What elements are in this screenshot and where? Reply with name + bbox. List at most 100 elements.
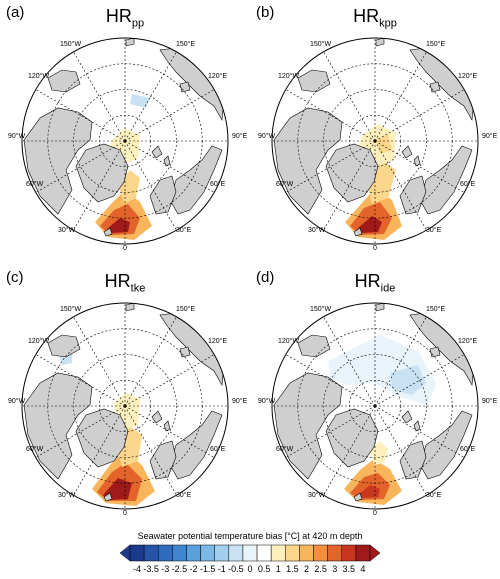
colorbar-tick-label: -4 [133,564,142,574]
land-mass [103,492,113,502]
longitude-label: 0 [123,510,127,517]
colorbar-swatch [270,544,286,562]
longitude-label: 120°W [28,72,49,80]
longitude-label: 120°E [208,72,227,80]
colorbar-tick-label: 2 [303,564,309,574]
longitude-label: 120°E [458,337,477,345]
meridian-line [374,89,465,142]
map-boundary [21,37,229,245]
longitude-label: 60°W [26,445,44,453]
land-mass [413,155,421,167]
panel-title-sub: kpp [379,17,397,30]
land-mass [401,145,413,159]
meridian-line [124,140,177,231]
longitude-label: 0 [373,510,377,517]
colorbar-swatch [313,544,328,562]
meridian-line [285,405,376,458]
land-mass [429,346,441,358]
panel-title-sub: ide [380,282,396,295]
bias-region [358,216,382,233]
map-boundary [271,302,479,510]
panel-d: 150°W 150°E 120°W 120°E 90°W 90°E 60°W 60°E 30°W… [250,265,500,530]
land-mass [47,69,81,93]
meridian-line [124,140,215,193]
map-content [22,38,228,244]
panel-title: HRide [250,271,500,295]
land-mass [401,410,413,424]
meridian-line [374,140,465,193]
longitude-label: 120°W [278,337,299,345]
meridian-line [124,354,215,407]
map-boundary [271,37,479,245]
panel-title-main: HR [354,271,381,291]
meridian-line [35,140,126,193]
panel-label: (c) [6,269,24,286]
longitude-label: 150°W [60,40,81,48]
polar-map: 150°W 150°E 120°W 120°E 90°W 90°E 60°W 60°E 30°W… [258,302,498,517]
meridian-line [323,405,376,496]
land-mass [413,420,421,432]
longitude-label: 150°W [310,40,331,48]
bias-region [108,218,130,233]
meridian-line [323,140,376,231]
longitude-label: 150°E [426,305,445,313]
meridian-line [124,89,215,142]
longitude-label: 60°W [26,180,44,188]
panel-title-sub: pp [131,17,145,30]
land-mass [163,420,171,432]
land-mass [429,81,441,93]
longitude-label: 30°W [58,491,76,499]
colorbar-tick-label: -0.5 [228,564,244,574]
longitude-label: 120°W [278,72,299,80]
longitude-label: 0 [123,245,127,252]
colorbar-tick-label: 1.5 [286,564,299,574]
colorbar-title: Seawater potential temperature bias [°C]… [137,531,363,541]
longitude-label: 30°W [58,226,76,234]
land-mass [23,372,93,480]
longitude-label: 90°E [232,397,248,405]
colorbar-tick-label: 0 [247,564,253,574]
polar-map: 150°W 150°E 120°W 120°E 90°W 90°E 60°W 60°E 30°W… [8,302,248,517]
longitude-label: 30°W [308,226,326,234]
colorbar-swatch [285,544,300,562]
longitude-label: 120°E [208,337,227,345]
bias-region [370,441,388,465]
polar-map: 150°W 150°E 120°W 120°E 90°W 90°E 60°W 60°E 30°W… [8,37,248,252]
bias-region [376,134,392,154]
land-mass [273,372,343,480]
colorbar-swatch [157,544,173,562]
panel-title: HRpp [0,6,250,30]
colorbar-swatch [186,544,201,562]
latitude-circle [73,354,177,458]
colorbar-tick-label: -2 [189,564,198,574]
panel-c: 150°W 150°E 120°W 120°E 90°W 90°E 60°W 60°E 30°W… [0,265,250,530]
meridian-line [73,51,126,142]
colorbar-swatch [242,544,258,562]
meridian-line [35,405,126,458]
meridian-line [73,140,126,231]
colorbar-max-arrow [369,544,381,562]
latitude-circle [323,354,427,458]
longitude-label: 150°E [176,40,195,48]
meridian-line [285,140,376,193]
map-content [22,303,228,509]
panel-title: HRkpp [250,6,500,30]
land-mass [47,334,81,358]
land-mass [353,492,363,502]
longitude-label: 120°W [28,337,49,345]
panel-title-sub: tke [130,282,146,295]
meridian-line [124,405,177,496]
meridian-line [285,354,376,407]
longitude-label: 150°E [426,40,445,48]
polar-map: 150°W 150°E 120°W 120°E 90°W 90°E 60°W 60°E 30°W… [258,37,498,252]
longitude-label: 90°W [258,132,276,140]
land-mass [179,81,191,93]
colorbar-ticks: -4 -3.5 -3 -2.5 -2 -1.5 -1 -0.5 0 0.5 1 1.5 2 2.5 3 3.5… [0,564,500,576]
latitude-circle [323,89,427,193]
colorbar-swatch [327,544,343,562]
colorbar-tick-label: -3 [161,564,170,574]
longitude-label: 60°E [210,445,226,453]
longitude-label: 60°E [460,445,476,453]
longitude-label: 90°W [8,132,26,140]
panel-title-main: HR [353,6,380,26]
